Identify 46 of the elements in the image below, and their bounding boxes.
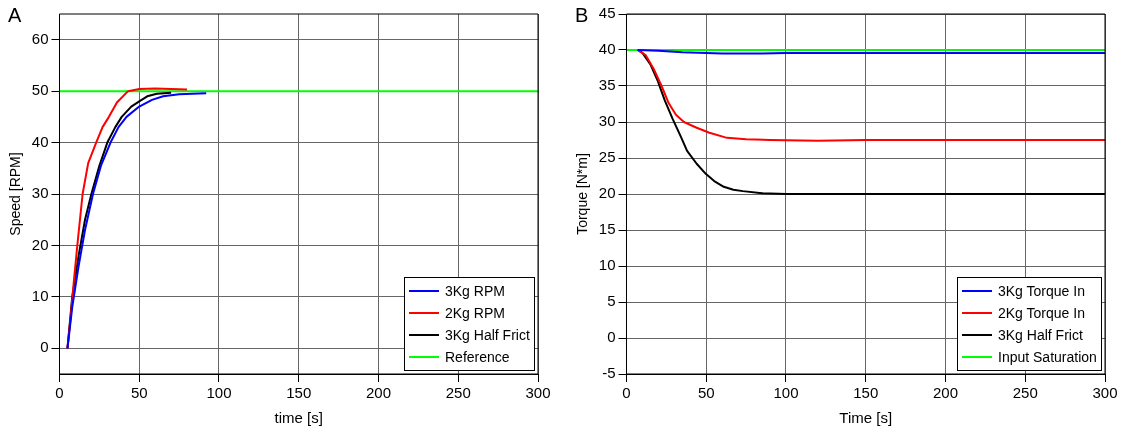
x-tick-label: 300 — [525, 384, 551, 402]
y-tick-label: 25 — [598, 148, 616, 166]
x-tick-label: 150 — [286, 384, 312, 402]
y-tick-label: 30 — [598, 112, 616, 130]
x-tick-label: 150 — [853, 384, 879, 402]
x-tick-label: 100 — [773, 384, 799, 402]
x-tick-label: 200 — [365, 384, 392, 402]
y-tick-label: 35 — [598, 76, 616, 94]
y-tick-label: 20 — [31, 235, 49, 253]
x-tick-label: 250 — [1012, 384, 1038, 402]
x-axis-title: time [s] — [274, 409, 323, 427]
y-tick-label: 0 — [607, 328, 616, 346]
y-tick-label: 50 — [31, 81, 49, 99]
legend-label: 3Kg Half Frict — [445, 327, 530, 343]
x-tick-label: 300 — [1092, 384, 1118, 402]
x-tick-label: 100 — [206, 384, 232, 402]
y-tick-label: 40 — [31, 132, 49, 150]
y-tick-label: 60 — [31, 29, 49, 47]
x-tick-label: 0 — [622, 384, 631, 402]
y-tick-label: 15 — [598, 220, 616, 238]
x-tick-label: 50 — [130, 384, 148, 402]
legend-label: 3Kg Torque In — [998, 283, 1085, 299]
y-axis-title: Speed [RPM] — [7, 152, 24, 236]
x-tick-label: 250 — [445, 384, 471, 402]
y-tick-label: 5 — [607, 292, 616, 310]
x-tick-label: 50 — [697, 384, 715, 402]
y-tick-label: 10 — [31, 287, 49, 304]
legend-label: 2Kg Torque In — [998, 305, 1085, 321]
chart-title: B — [575, 4, 589, 27]
y-tick-label: 0 — [40, 338, 49, 356]
legend-label: 2Kg RPM — [445, 305, 505, 321]
y-tick-label: 20 — [598, 184, 616, 202]
y-tick-label: 40 — [598, 40, 616, 58]
legend-label: Reference — [445, 349, 510, 365]
legend-label: 3Kg RPM — [445, 283, 505, 299]
y-tick-label: 45 — [598, 4, 616, 22]
x-tick-label: 200 — [932, 384, 959, 402]
y-tick-label: 10 — [598, 256, 616, 274]
x-tick-label: 0 — [55, 384, 64, 402]
legend-label: 3Kg Half Frict — [998, 327, 1083, 343]
chart-title: A — [8, 4, 22, 27]
legend-label: Input Saturation — [998, 349, 1097, 365]
y-axis-title: Torque [N*m] — [574, 153, 591, 235]
x-axis-title: Time [s] — [839, 409, 893, 427]
y-tick-label: 30 — [31, 184, 49, 202]
y-tick-label: -5 — [602, 364, 616, 382]
